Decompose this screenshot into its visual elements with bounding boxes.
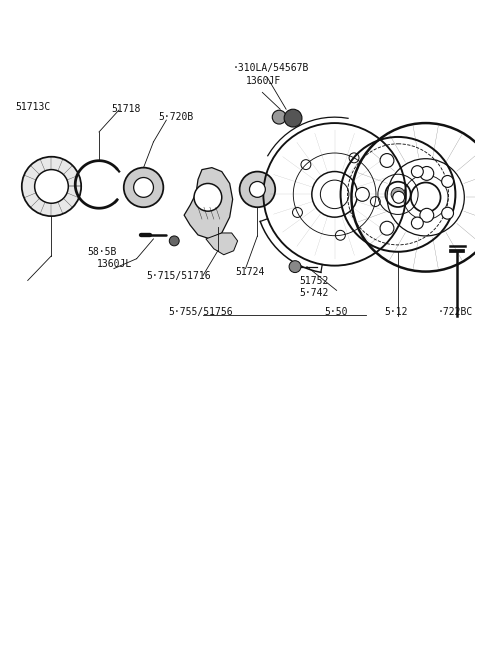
Text: 5·755/51756: 5·755/51756: [168, 307, 233, 317]
Circle shape: [356, 187, 369, 201]
Text: 51713C: 51713C: [15, 102, 50, 112]
Circle shape: [284, 109, 302, 127]
Circle shape: [442, 175, 454, 187]
Text: 51724: 51724: [236, 267, 265, 277]
Text: 1360JL: 1360JL: [97, 259, 132, 269]
Polygon shape: [184, 168, 233, 239]
Circle shape: [380, 221, 394, 235]
Circle shape: [442, 207, 454, 219]
Circle shape: [393, 191, 405, 203]
Text: 5·720B: 5·720B: [158, 112, 193, 122]
Circle shape: [380, 154, 394, 168]
Circle shape: [124, 168, 163, 207]
Circle shape: [35, 170, 68, 203]
Text: 5·50: 5·50: [325, 307, 348, 317]
Circle shape: [420, 166, 434, 181]
Text: 58·5B: 58·5B: [87, 247, 117, 257]
Circle shape: [411, 166, 423, 177]
Text: 51752: 51752: [299, 277, 328, 286]
Circle shape: [169, 236, 179, 246]
Circle shape: [240, 171, 275, 207]
Text: 5·715/51716: 5·715/51716: [146, 271, 211, 281]
Text: 5·742: 5·742: [299, 288, 328, 298]
Circle shape: [272, 110, 286, 124]
Text: ·310LA/54567B: ·310LA/54567B: [233, 62, 309, 73]
Circle shape: [133, 177, 154, 197]
Text: 5·12: 5·12: [384, 307, 408, 317]
Circle shape: [194, 183, 222, 211]
Circle shape: [250, 181, 265, 197]
Polygon shape: [206, 233, 238, 255]
Circle shape: [22, 157, 81, 216]
Text: 51718: 51718: [111, 104, 140, 114]
Circle shape: [420, 208, 434, 222]
Text: ·722BC: ·722BC: [438, 307, 473, 317]
Circle shape: [411, 217, 423, 229]
Circle shape: [391, 187, 405, 201]
Text: 1360JF: 1360JF: [246, 76, 281, 87]
Circle shape: [289, 261, 301, 273]
